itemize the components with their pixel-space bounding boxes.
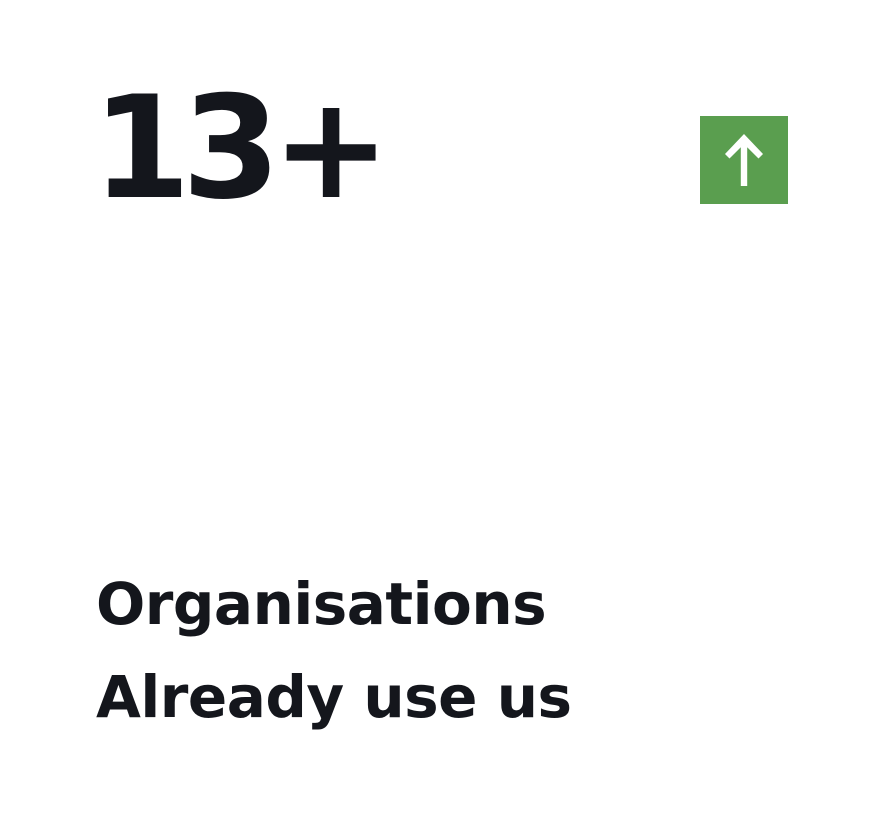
caption-line-organisations: Organisations [96,570,547,638]
stat-value: 13+ [92,66,391,231]
trend-badge [700,116,788,204]
arrow-up-icon [725,134,763,186]
stat-caption: Organisations Already use us [96,558,572,744]
caption-line-already-use-us: Already use us [96,663,572,731]
